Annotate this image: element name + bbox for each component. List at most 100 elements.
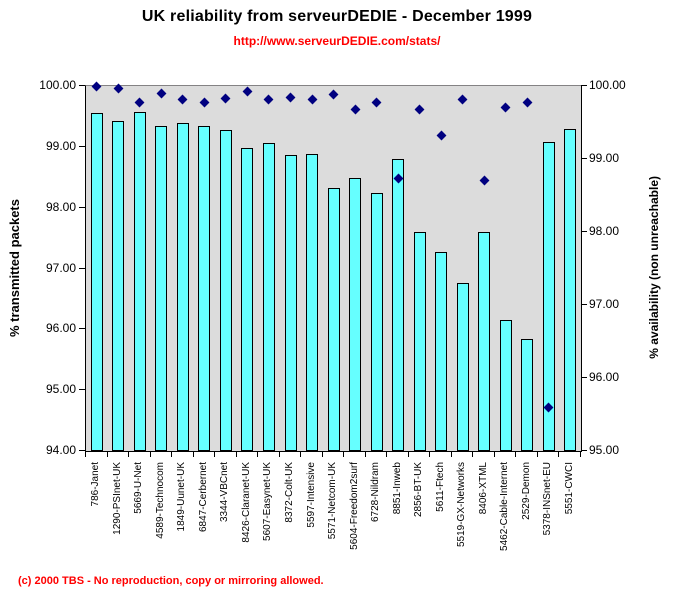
x-axis-tick <box>558 451 559 457</box>
right-axis-tick <box>581 85 587 86</box>
availability-marker-5571-Netcom-UK <box>328 89 339 99</box>
x-tick-label-text: 1290-PSInet-UK <box>111 462 123 535</box>
bar-2856-BT-UK <box>413 232 426 451</box>
bar-5551-CWCI <box>564 128 577 451</box>
availability-marker-786-Janet <box>91 81 102 91</box>
x-tick-label-text: 8406-XTML <box>477 462 489 515</box>
x-axis-tick <box>279 451 280 457</box>
x-tick-label-5607-Easynet-UK: 5607-Easynet-UK <box>261 462 275 541</box>
right-axis-title: % availability (non unreachable) <box>644 85 664 450</box>
left-axis-tick-label: 97.00 <box>45 260 76 275</box>
availability-marker-1290-PSInet-UK <box>113 83 124 94</box>
x-axis-tick <box>343 451 344 457</box>
x-tick-label-5611-Ftech: 5611-Ftech <box>433 462 447 512</box>
x-tick-label-5378-INSnet-EU: 5378-INSnet-EU <box>541 462 555 535</box>
x-tick-label-text: 5607-Easynet-UK <box>262 462 274 541</box>
x-axis-tick <box>257 451 258 457</box>
availability-marker-5604-Freedom2surf <box>350 104 360 115</box>
x-tick-label-5669-U-Net: 5669-U-Net <box>132 462 146 514</box>
bar-1849-Uunet-UK <box>176 123 189 451</box>
x-tick-label-8851-Inweb: 8851-Inweb <box>390 462 404 514</box>
x-axis-tick <box>494 451 495 457</box>
bar-3344-VBCnet <box>219 130 232 451</box>
x-axis-tick <box>214 451 215 457</box>
x-axis-tick <box>171 451 172 457</box>
availability-marker-5669-U-Net <box>134 97 145 108</box>
x-axis-tick <box>85 451 86 457</box>
x-axis-tick <box>472 451 473 457</box>
bar-5462-Cable-Internet <box>499 320 512 451</box>
x-tick-label-1290-PSInet-UK: 1290-PSInet-UK <box>110 462 124 535</box>
x-tick-label-text: 5378-INSnet-EU <box>542 462 554 536</box>
x-axis-tick <box>451 451 452 457</box>
x-tick-label-text: 5611-Ftech <box>434 462 446 512</box>
left-axis-tick <box>79 328 85 330</box>
bar-4589-Technocom <box>155 125 168 451</box>
right-axis-tick-label: 99.00 <box>589 151 620 165</box>
x-tick-label-1849-Uunet-UK: 1849-Uunet-UK <box>175 462 189 531</box>
right-axis-tick <box>581 304 587 305</box>
right-axis-title-text: % availability (non unreachable) <box>647 176 661 359</box>
x-tick-label-5462-Cable-Internet: 5462-Cable-Internet <box>498 462 512 551</box>
x-tick-label-5571-Netcom-UK: 5571-Netcom-UK <box>326 462 340 539</box>
left-axis-tick <box>79 206 85 208</box>
right-axis-tick <box>581 158 587 159</box>
bar-5597-Intensive <box>306 154 318 451</box>
bar-5519-GX-Networks <box>456 283 469 451</box>
left-axis-tick <box>79 389 85 391</box>
x-tick-label-8406-XTML: 8406-XTML <box>476 462 490 514</box>
availability-marker-3344-VBCnet <box>220 93 231 104</box>
x-tick-label-text: 5462-Cable-Internet <box>499 462 511 551</box>
copyright-notice: (c) 2000 TBS - No reproduction, copy or … <box>18 575 324 587</box>
availability-marker-6728-Nildram <box>371 97 382 108</box>
x-tick-label-4589-Technocom: 4589-Technocom <box>153 462 167 539</box>
availability-marker-2529-Demon <box>522 97 533 108</box>
left-axis-title: % transmitted packets <box>4 85 24 450</box>
x-axis-tick <box>236 451 237 457</box>
x-tick-label-786-Janet: 786-Janet <box>89 462 103 506</box>
bar-8372-Colt-UK <box>284 154 297 451</box>
x-tick-label-text: 2856-BT-UK <box>413 462 425 518</box>
bar-6847-Cerbernet <box>198 125 211 451</box>
x-tick-label-text: 8426-Claranet-UK <box>240 462 252 543</box>
x-tick-label-text: 1849-Uunet-UK <box>176 462 188 532</box>
x-tick-label-5551-CWCI: 5551-CWCI <box>562 462 576 514</box>
left-axis-tick <box>79 145 85 147</box>
x-tick-label-text: 8851-Inweb <box>391 462 403 515</box>
x-tick-label-text: 5604-Freedom2surf <box>348 462 360 550</box>
availability-marker-4589-Technocom <box>156 88 167 99</box>
bar-8851-Inweb <box>392 159 405 451</box>
x-tick-label-text: 5669-U-Net <box>133 462 145 514</box>
left-axis-tick-label: 100.00 <box>39 78 76 92</box>
bar-5607-Easynet-UK <box>262 142 275 451</box>
bar-5571-Netcom-UK <box>327 187 340 451</box>
bar-5669-U-Net <box>133 112 146 451</box>
x-axis-tick <box>300 451 301 457</box>
bar-2529-Demon <box>521 339 534 451</box>
x-tick-label-text: 5551-CWCI <box>563 462 575 515</box>
availability-marker-6847-Cerbernet <box>199 97 210 108</box>
bar-1290-PSInet-UK <box>112 121 125 451</box>
x-tick-label-text: 6847-Cerbernet <box>197 462 209 533</box>
x-axis-tick <box>193 451 194 457</box>
x-tick-label-text: 5571-Netcom-UK <box>327 462 338 540</box>
x-axis-tick <box>386 451 387 457</box>
plot-area <box>85 81 582 452</box>
right-axis-tick <box>581 450 587 451</box>
availability-marker-5462-Cable-Internet <box>500 102 511 113</box>
x-tick-label-text: 4589-Technocom <box>154 462 166 539</box>
availability-marker-1849-Uunet-UK <box>177 94 188 105</box>
availability-marker-8426-Claranet-UK <box>242 86 253 97</box>
x-tick-label-5604-Freedom2surf: 5604-Freedom2surf <box>347 462 361 550</box>
bar-6728-Nildram <box>370 192 383 451</box>
x-axis-tick <box>128 451 129 457</box>
left-axis-tick-label: 99.00 <box>45 138 76 153</box>
right-axis-tick-label: 100.00 <box>589 78 626 92</box>
availability-marker-5607-Easynet-UK <box>263 94 274 105</box>
x-tick-label-6728-Nildram: 6728-Nildram <box>369 462 383 522</box>
bar-786-Janet <box>90 113 103 451</box>
x-tick-label-text: 2529-Demon <box>520 462 532 520</box>
right-axis-tick-label: 97.00 <box>589 297 620 311</box>
bar-8426-Claranet-UK <box>241 148 254 451</box>
